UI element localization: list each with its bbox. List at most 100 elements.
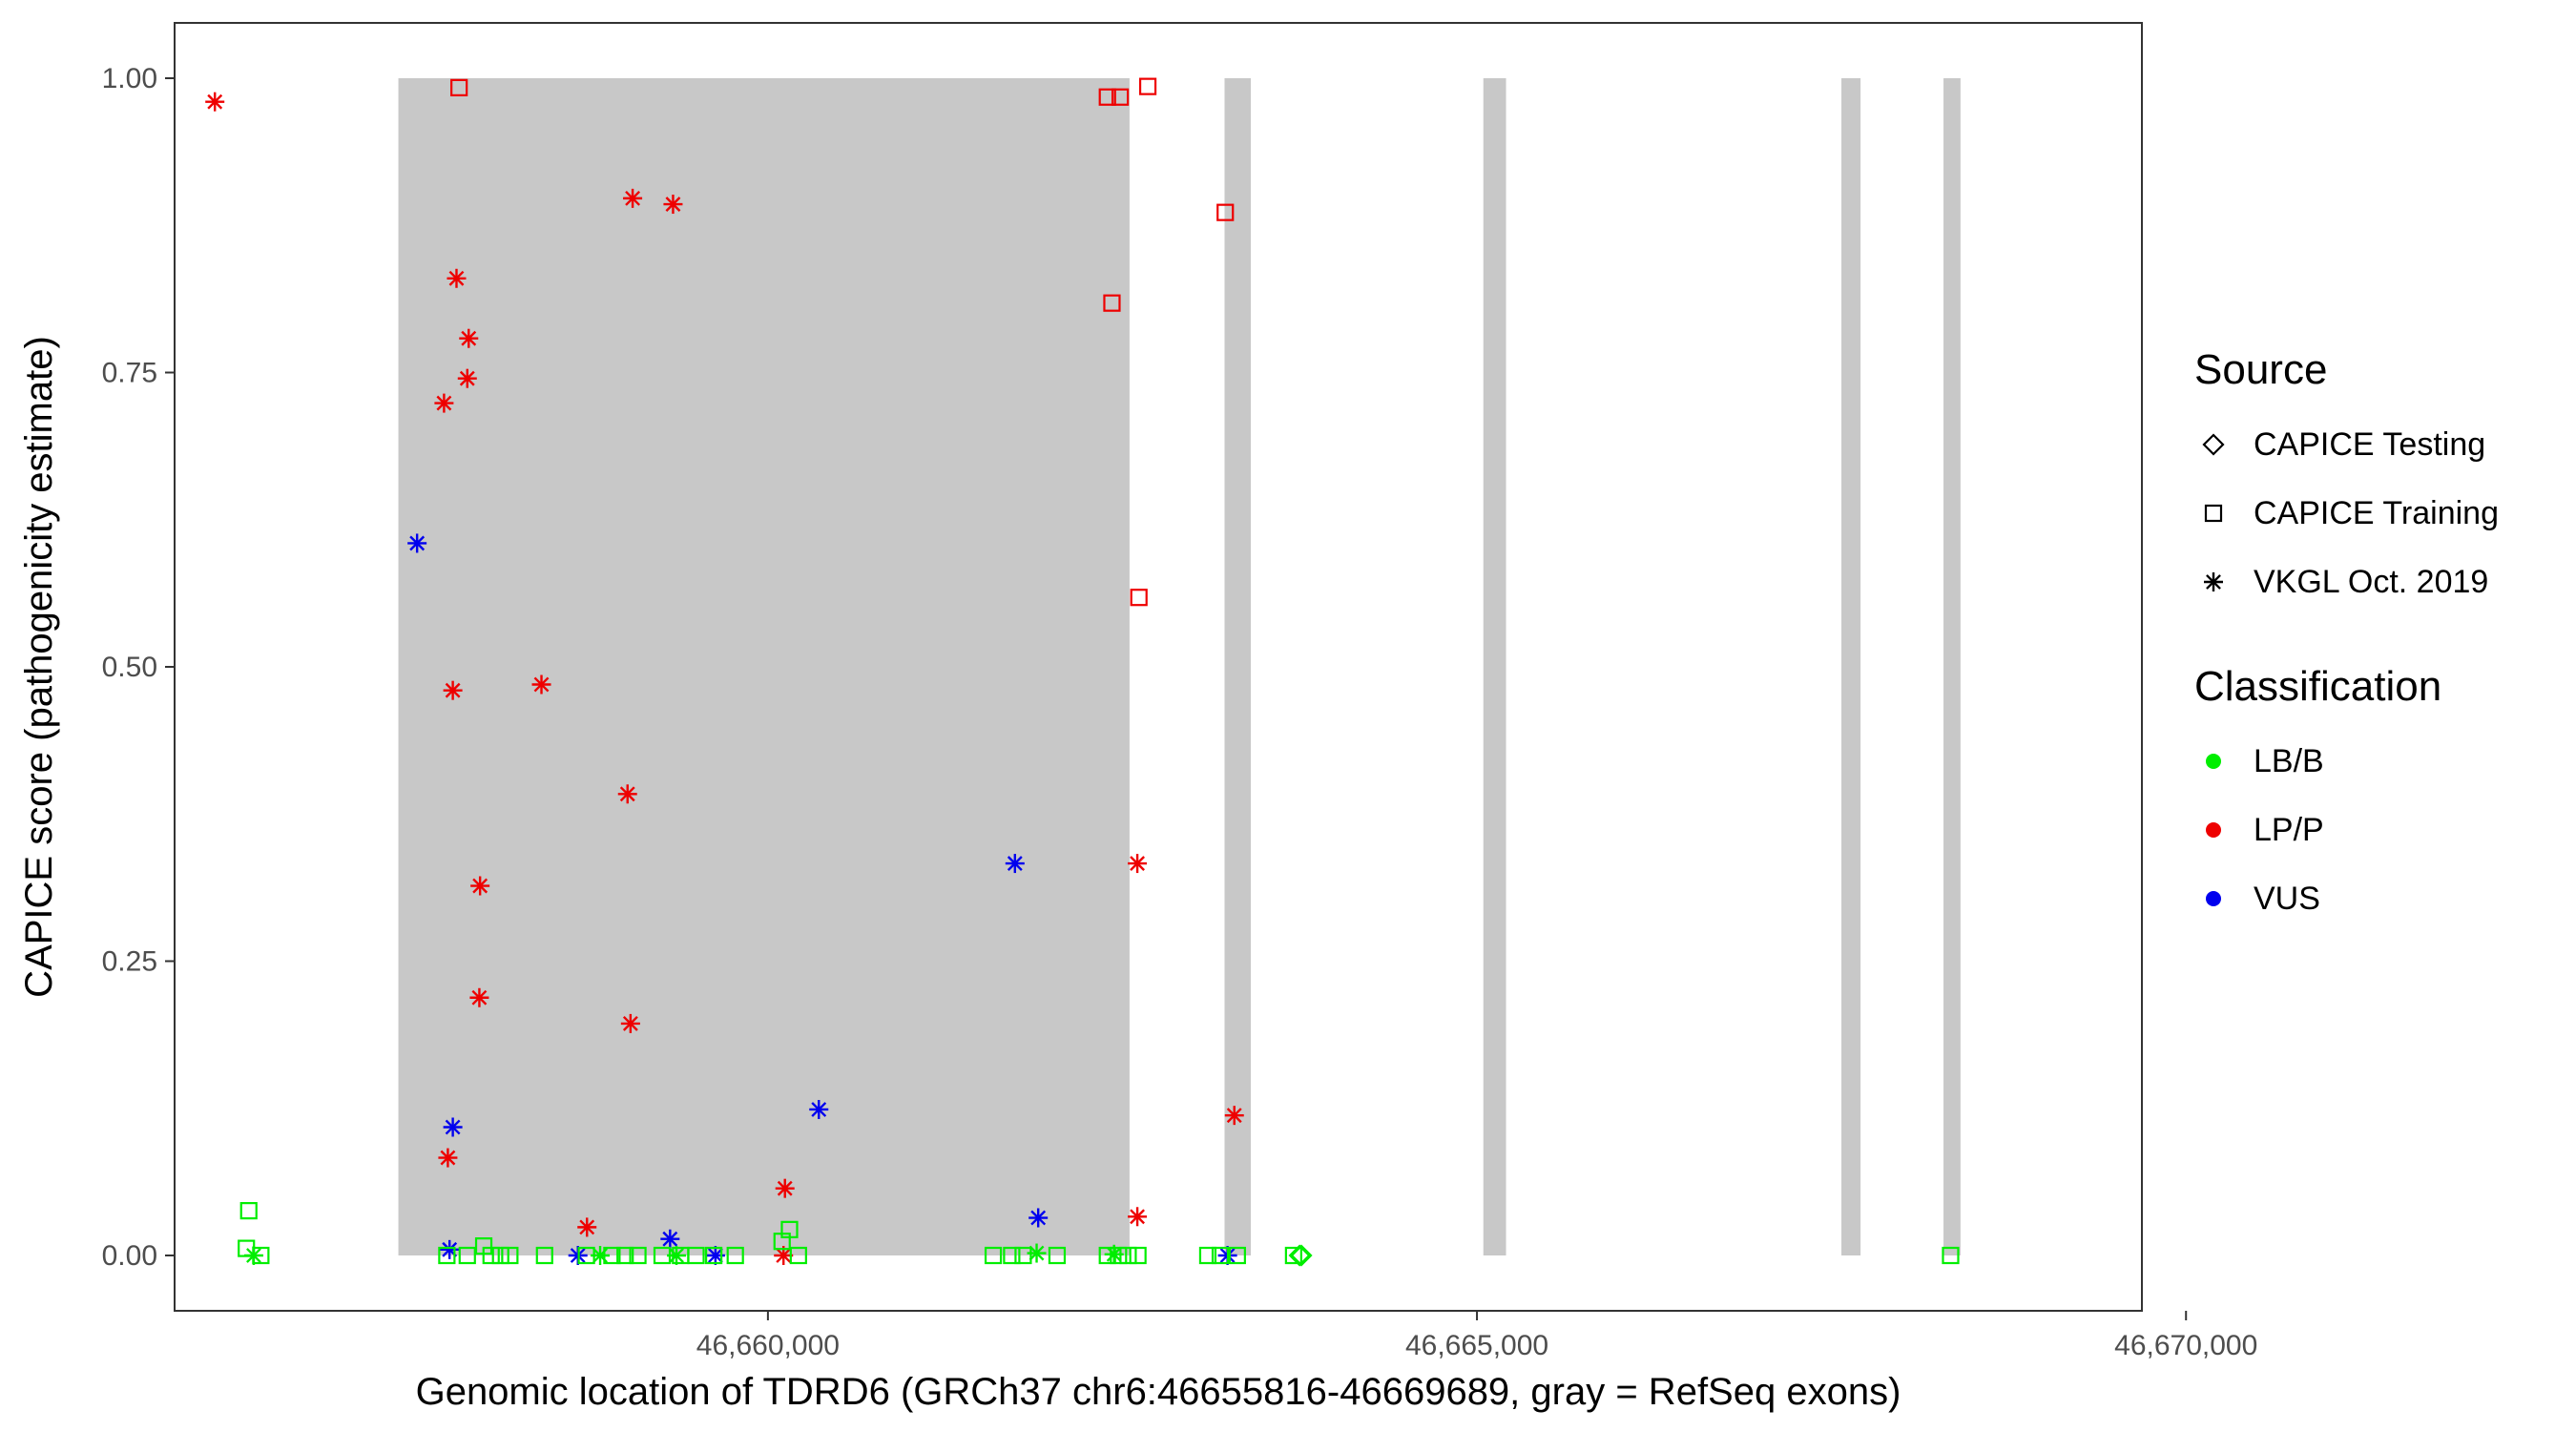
- legend-label: VKGL Oct. 2019: [2254, 563, 2489, 600]
- legend-item-source: CAPICE Training: [2194, 479, 2566, 548]
- data-point: [434, 393, 454, 413]
- y-axis: 0.00 0.25 0.50 0.75 1.00: [102, 63, 175, 1272]
- x-tick-label: 46,670,000: [2114, 1330, 2257, 1361]
- data-point: [447, 268, 467, 288]
- x-tick-label: 46,660,000: [696, 1330, 840, 1361]
- data-point: [687, 1246, 705, 1265]
- legend-item-classification: LB/B: [2194, 727, 2566, 796]
- legend-marker: [2202, 433, 2225, 456]
- data-point: [616, 1246, 634, 1265]
- legend-classification-group: Classification LB/B LP/P VUS: [2194, 660, 2566, 933]
- data-point: [1128, 1207, 1148, 1227]
- data-point: [1111, 88, 1130, 106]
- data-point: [252, 1246, 270, 1265]
- data-point: [984, 1246, 1003, 1265]
- exon-bands: [398, 77, 1961, 1256]
- data-point: [809, 1099, 829, 1119]
- legend-marker: [2204, 504, 2223, 523]
- data-point: [457, 368, 477, 388]
- legend-source-group: Source CAPICE Testing CAPICE Training VKGL…: [2194, 343, 2566, 616]
- data-point: [629, 1246, 647, 1265]
- data-point: [1119, 1246, 1137, 1265]
- data-point: [1098, 1246, 1116, 1265]
- y-axis-title: CAPICE score (pathogenicity estimate): [18, 336, 60, 998]
- data-point: [535, 1246, 553, 1265]
- data-point: [239, 1202, 258, 1220]
- exon-band-5: [1943, 77, 1961, 1256]
- data-point: [774, 1246, 794, 1266]
- y-tick-label: 0.75: [102, 357, 157, 388]
- data-point: [726, 1246, 744, 1265]
- data-point: [443, 1117, 463, 1137]
- data-point: [470, 876, 490, 896]
- dot-icon: [2194, 811, 2233, 849]
- data-point: [1284, 1246, 1302, 1265]
- square-icon: [2194, 494, 2233, 532]
- data-point: [603, 1246, 621, 1265]
- legend-classification-title: Classification: [2194, 663, 2442, 710]
- data-point: [531, 674, 551, 695]
- data-point: [1128, 854, 1148, 874]
- dot-icon: [2194, 880, 2233, 918]
- data-point: [1098, 88, 1116, 106]
- data-point: [1211, 1246, 1230, 1265]
- legend-item-source: VKGL Oct. 2019: [2194, 548, 2566, 616]
- data-point: [407, 533, 427, 553]
- data-point: [577, 1246, 595, 1265]
- data-point: [458, 1246, 476, 1265]
- data-point: [660, 1229, 680, 1249]
- data-point: [1198, 1246, 1217, 1265]
- legend-marker: [2204, 572, 2223, 591]
- legend: Source CAPICE Testing CAPICE Training VKGL…: [2194, 343, 2566, 977]
- data-point: [491, 1246, 509, 1265]
- data-point: [705, 1246, 723, 1265]
- dot-icon: [2194, 742, 2233, 780]
- data-point: [440, 1239, 460, 1259]
- legend-dot: [2206, 754, 2221, 769]
- data-point: [780, 1220, 799, 1238]
- legend-item-classification: LP/P: [2194, 796, 2566, 864]
- data-point: [1290, 1244, 1313, 1267]
- diamond-icon: [2194, 425, 2233, 464]
- asterisk-icon: [2194, 563, 2233, 601]
- x-axis-title: Genomic location of TDRD6 (GRCh37 chr6:4…: [416, 1371, 1901, 1413]
- exon-band-3: [1483, 77, 1506, 1256]
- y-tick-label: 0.00: [102, 1240, 157, 1272]
- data-point: [1028, 1208, 1049, 1228]
- data-point: [789, 1246, 807, 1265]
- data-point: [1003, 1246, 1021, 1265]
- legend-dot: [2206, 822, 2221, 838]
- data-points: [205, 77, 1960, 1267]
- data-point: [438, 1246, 456, 1265]
- data-point: [1216, 203, 1235, 221]
- data-point: [1138, 77, 1157, 95]
- legend-label: CAPICE Testing: [2254, 425, 2486, 463]
- data-point: [1129, 1246, 1147, 1265]
- data-point: [620, 1013, 640, 1033]
- data-point: [482, 1246, 500, 1265]
- data-point: [577, 1217, 597, 1237]
- data-point: [663, 195, 683, 215]
- data-point: [1288, 1244, 1311, 1267]
- legend-label: VUS: [2254, 880, 2320, 917]
- legend-item-classification: VUS: [2194, 864, 2566, 933]
- exon-band-1: [398, 77, 1130, 1256]
- legend-label: CAPICE Training: [2254, 494, 2499, 531]
- legend-item-source: CAPICE Testing: [2194, 410, 2566, 479]
- y-tick-label: 0.25: [102, 946, 157, 978]
- data-point: [1110, 1246, 1128, 1265]
- data-point: [1228, 1246, 1246, 1265]
- x-tick-label: 46,665,000: [1405, 1330, 1548, 1361]
- data-point: [617, 784, 637, 804]
- legend-source-title: Source: [2194, 346, 2328, 393]
- data-point: [1014, 1246, 1032, 1265]
- y-tick-label: 0.50: [102, 652, 157, 683]
- data-point: [1942, 1246, 1960, 1265]
- data-point: [459, 328, 479, 348]
- data-point: [1048, 1246, 1067, 1265]
- legend-dot: [2206, 891, 2221, 906]
- data-point: [623, 188, 643, 208]
- x-axis: 46,660,000 46,665,000 46,670,000: [696, 1311, 2257, 1361]
- y-tick-label: 1.00: [102, 63, 157, 94]
